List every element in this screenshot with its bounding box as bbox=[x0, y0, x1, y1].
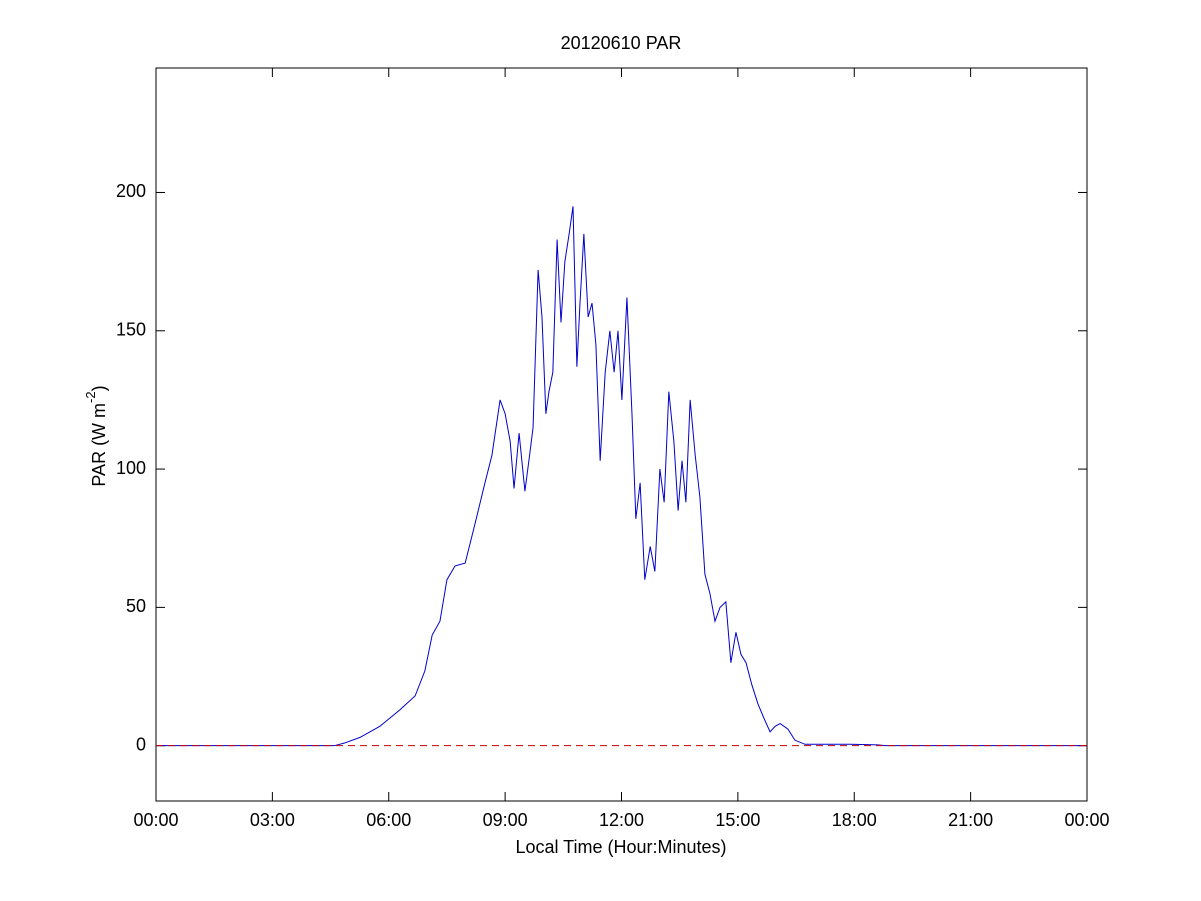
x-tick-label: 09:00 bbox=[483, 810, 528, 830]
data-line bbox=[156, 206, 1087, 747]
x-axis-label: Local Time (Hour:Minutes) bbox=[515, 837, 726, 857]
y-tick-label: 200 bbox=[116, 181, 146, 201]
chart-title: 20120610 PAR bbox=[561, 33, 682, 53]
x-tick-label: 06:00 bbox=[366, 810, 411, 830]
x-tick-label: 03:00 bbox=[250, 810, 295, 830]
y-tick-label: 150 bbox=[116, 320, 146, 340]
y-label-superscript: -2 bbox=[83, 391, 98, 403]
y-label-text: PAR (W m bbox=[89, 403, 109, 487]
y-label-after: ) bbox=[89, 385, 109, 391]
x-tick-label: 18:00 bbox=[832, 810, 877, 830]
x-tick-label: 00:00 bbox=[1064, 810, 1109, 830]
x-tick-label: 15:00 bbox=[715, 810, 760, 830]
y-tick-label: 100 bbox=[116, 458, 146, 478]
x-tick-label: 21:00 bbox=[948, 810, 993, 830]
y-tick-label: 0 bbox=[136, 734, 146, 754]
y-tick-label: 50 bbox=[126, 596, 146, 616]
x-tick-label: 00:00 bbox=[133, 810, 178, 830]
y-axis-label: PAR (W m-2) bbox=[83, 385, 108, 486]
x-tick-label: 12:00 bbox=[599, 810, 644, 830]
